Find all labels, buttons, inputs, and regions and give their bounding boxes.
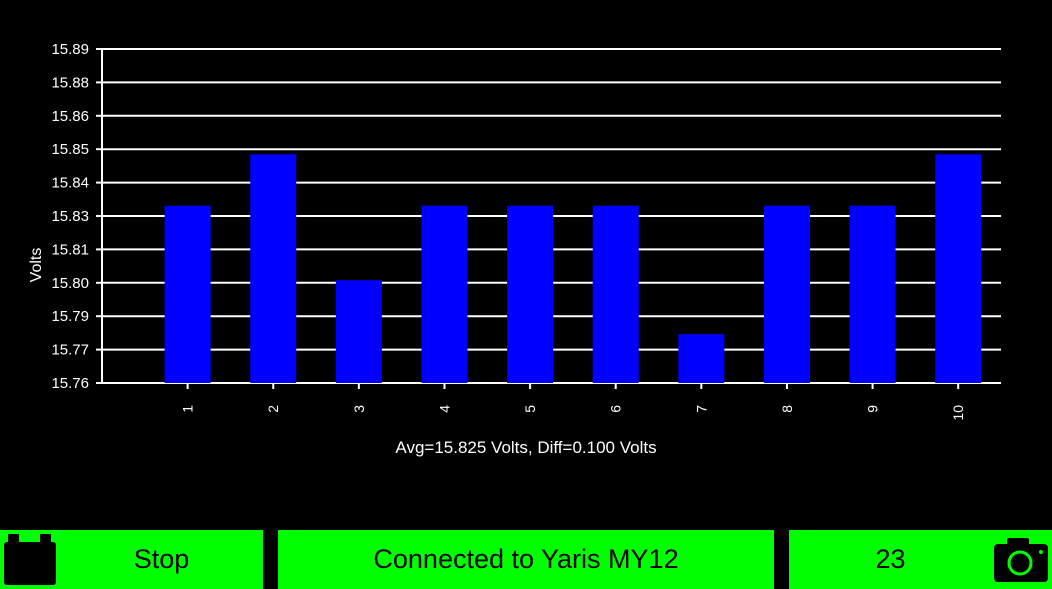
bar bbox=[250, 154, 297, 383]
stop-button[interactable]: Stop bbox=[0, 530, 263, 589]
y-tick-label: 15.83 bbox=[51, 208, 89, 225]
x-tick-label: 7 bbox=[693, 405, 709, 413]
bar bbox=[678, 334, 725, 383]
x-tick-label: 6 bbox=[608, 405, 624, 413]
bar bbox=[849, 205, 896, 383]
stop-label: Stop bbox=[133, 544, 190, 574]
y-axis-label: Volts bbox=[28, 248, 45, 283]
x-tick-label: 5 bbox=[522, 405, 538, 413]
x-tick-label: 3 bbox=[351, 405, 367, 413]
x-tick-label: 2 bbox=[265, 405, 281, 413]
bar bbox=[421, 205, 468, 383]
count-label: 23 bbox=[875, 544, 906, 574]
y-tick-label: 15.79 bbox=[51, 308, 89, 325]
battery-icon bbox=[4, 534, 56, 585]
y-tick-label: 15.81 bbox=[51, 241, 89, 258]
y-tick-label: 15.86 bbox=[51, 108, 89, 125]
x-tick-label: 1 bbox=[180, 405, 196, 413]
connection-status: Connected to Yaris MY12 bbox=[278, 530, 774, 589]
bar-chart: 1 2 3 4 5 6 7 8 9 10 15.76 15.77 15.79 15.80 15.81 15.… bbox=[28, 41, 1001, 457]
y-tick-label: 15.77 bbox=[51, 342, 89, 359]
x-tick-label: 4 bbox=[436, 405, 452, 413]
bar bbox=[335, 280, 382, 383]
y-tick-label: 15.89 bbox=[51, 41, 89, 58]
bar bbox=[592, 205, 639, 383]
camera-icon[interactable] bbox=[994, 538, 1048, 582]
y-tick-label: 15.85 bbox=[51, 141, 89, 158]
x-axis-caption: Avg=15.825 Volts, Diff=0.100 Volts bbox=[395, 438, 656, 457]
x-tick-label: 9 bbox=[865, 405, 881, 413]
bar bbox=[164, 205, 211, 383]
connection-label: Connected to Yaris MY12 bbox=[373, 544, 679, 574]
y-tick-label: 15.80 bbox=[51, 275, 89, 292]
x-tick-label: 10 bbox=[950, 405, 966, 421]
y-tick-label: 15.76 bbox=[51, 375, 89, 392]
sample-count: 23 bbox=[789, 530, 1052, 589]
y-tick-label: 15.88 bbox=[51, 74, 89, 91]
bar bbox=[935, 154, 982, 383]
bar bbox=[507, 205, 554, 383]
bar bbox=[763, 205, 810, 383]
y-tick-label: 15.84 bbox=[51, 175, 89, 192]
x-tick-label: 8 bbox=[779, 405, 795, 413]
